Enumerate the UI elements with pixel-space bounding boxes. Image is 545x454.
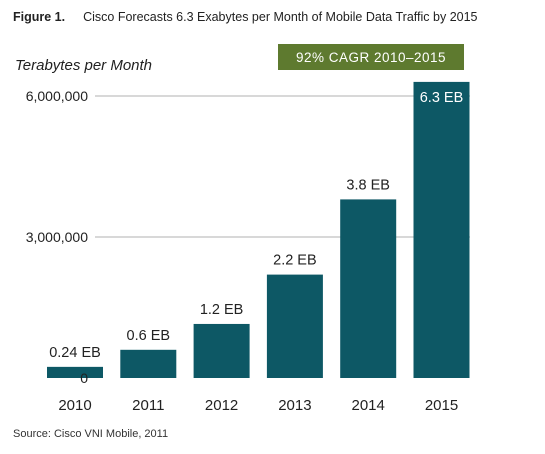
bar-2013 xyxy=(266,274,323,378)
data-label: 6.3 EB xyxy=(420,90,464,106)
y-tick-label: 0 xyxy=(80,370,88,386)
data-label: 0.24 EB xyxy=(49,345,101,361)
cagr-badge-text: 92% CAGR 2010–2015 xyxy=(296,50,446,65)
source-note: Source: Cisco VNI Mobile, 2011 xyxy=(13,428,169,440)
cagr-badge-background xyxy=(278,44,464,70)
x-tick-label: 2011 xyxy=(132,397,164,414)
x-tick-label: 2012 xyxy=(205,397,238,414)
bar-2010 xyxy=(47,366,103,378)
x-tick-labels: 2010 2011 2012 2013 2014 2015 xyxy=(58,397,458,414)
bar-2015 xyxy=(413,81,470,379)
x-tick-label: 2013 xyxy=(278,397,311,414)
y-tick-labels: 0 3,000,000 6,000,000 xyxy=(26,88,89,386)
y-axis-label: Terabytes per Month xyxy=(15,57,152,74)
grid-lines xyxy=(95,95,470,238)
figure-title: Figure 1. Cisco Forecasts 6.3 Exabytes pe… xyxy=(13,10,478,24)
data-labels: 0.24 EB 0.6 EB 1.2 EB 2.2 EB 3.8 EB 6.3 EB xyxy=(49,90,463,361)
x-tick-label: 2015 xyxy=(425,397,458,414)
bar-2014 xyxy=(340,199,397,378)
figure-title-text: Cisco Forecasts 6.3 Exabytes per Month o… xyxy=(83,10,478,24)
x-tick-label: 2010 xyxy=(58,397,91,414)
x-tick-label: 2014 xyxy=(352,397,385,414)
data-label: 2.2 EB xyxy=(273,253,317,269)
y-tick-label: 3,000,000 xyxy=(26,229,88,245)
figure-number: Figure 1. xyxy=(13,10,66,24)
data-label: 0.6 EB xyxy=(127,328,171,344)
bar-2012 xyxy=(193,323,250,378)
cagr-badge: 92% CAGR 2010–2015 xyxy=(278,44,464,70)
bar-2011 xyxy=(120,349,177,378)
data-label: 1.2 EB xyxy=(200,302,244,318)
y-tick-label: 6,000,000 xyxy=(26,88,88,104)
data-label: 3.8 EB xyxy=(346,177,390,193)
bars xyxy=(47,81,470,379)
